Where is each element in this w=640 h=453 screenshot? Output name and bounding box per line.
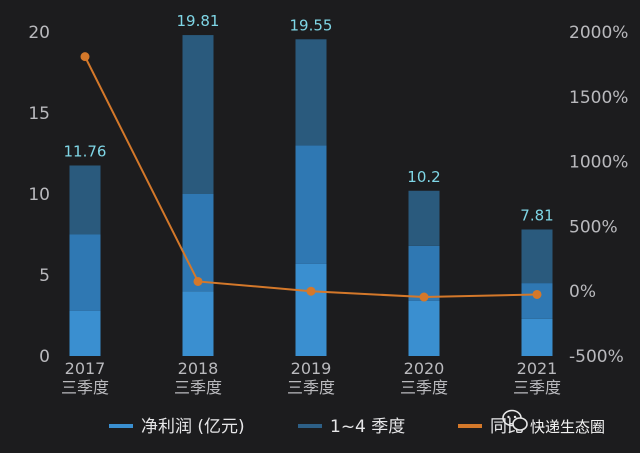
bar-segment	[521, 229, 553, 284]
data-label: 19.55	[290, 16, 333, 34]
bar-segment	[182, 291, 214, 356]
right-tick-label: 2000%	[569, 23, 628, 43]
legend-label: 1~4 季度	[330, 417, 405, 437]
legend-swatch	[458, 424, 482, 428]
right-tick-label: 1000%	[569, 153, 628, 173]
bar-segment	[408, 245, 440, 301]
yoy-point	[419, 292, 429, 302]
left-axis: 0 5 10 15 20	[28, 23, 50, 367]
x-tick-year: 2018	[178, 359, 219, 378]
bar-segment	[69, 165, 101, 235]
x-tick-year: 2021	[517, 359, 558, 378]
x-tick-period: 三季度	[174, 378, 222, 397]
yoy-point	[532, 289, 542, 299]
right-axis: -500% 0% 500% 1000% 1500% 2000%	[569, 23, 628, 367]
bar-segment	[295, 263, 327, 356]
left-tick-label: 10	[28, 185, 50, 205]
bar-segment	[182, 35, 214, 194]
legend-swatch	[298, 424, 322, 428]
yoy-point	[306, 286, 316, 296]
x-tick-period: 三季度	[513, 378, 561, 397]
x-tick-year: 2017	[65, 359, 106, 378]
bar-segment	[69, 310, 101, 356]
x-tick-year: 2020	[404, 359, 445, 378]
right-tick-label: -500%	[569, 347, 624, 367]
data-label: 11.76	[64, 142, 107, 160]
left-tick-label: 20	[28, 23, 50, 43]
left-tick-label: 5	[39, 266, 50, 286]
watermark-text: 快递生态圈	[530, 418, 605, 436]
left-tick-label: 0	[39, 347, 50, 367]
right-tick-label: 0%	[569, 282, 596, 302]
data-label: 19.81	[177, 12, 220, 30]
legend: 净利润 (亿元) 1~4 季度 同比	[109, 417, 524, 437]
legend-label: 净利润 (亿元)	[141, 417, 245, 437]
right-tick-label: 1500%	[569, 88, 628, 108]
bar-segment	[521, 283, 553, 319]
bar-segment	[69, 234, 101, 311]
bar-segment	[182, 194, 214, 292]
yoy-line-series	[80, 52, 542, 302]
watermark: 快递生态圈	[502, 409, 605, 436]
bar-segment	[408, 190, 440, 246]
data-label: 7.81	[520, 206, 553, 224]
legend-item: 1~4 季度	[298, 417, 405, 437]
yoy-point	[80, 52, 90, 62]
x-tick-period: 三季度	[287, 378, 335, 397]
bar-segment	[295, 39, 327, 146]
right-tick-label: 500%	[569, 217, 618, 237]
data-label: 10.2	[407, 168, 440, 186]
legend-swatch	[109, 424, 133, 428]
x-tick-period: 三季度	[400, 378, 448, 397]
bars: 11.76 19.81 19.55 10.2 7.81	[64, 12, 554, 356]
x-tick-year: 2019	[291, 359, 332, 378]
legend-item: 净利润 (亿元)	[109, 417, 245, 437]
yoy-point	[193, 276, 203, 286]
left-tick-label: 15	[28, 104, 50, 124]
wechat-icon	[502, 409, 528, 431]
bar-segment	[408, 300, 440, 356]
bar-segment	[521, 318, 553, 356]
x-tick-period: 三季度	[61, 378, 109, 397]
bar-segment	[295, 145, 327, 264]
